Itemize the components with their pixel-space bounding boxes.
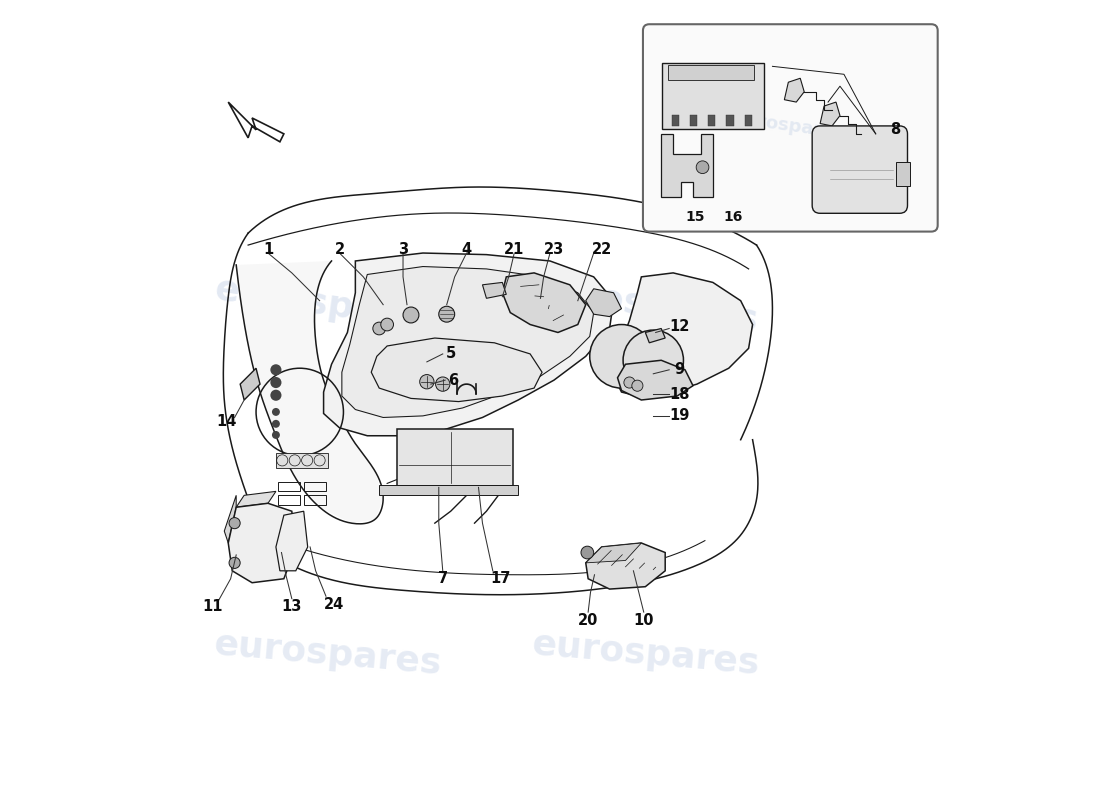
Circle shape (439, 306, 454, 322)
Polygon shape (586, 543, 666, 589)
FancyBboxPatch shape (397, 430, 513, 486)
Text: 9: 9 (674, 362, 684, 378)
Text: eurospares: eurospares (212, 272, 443, 338)
Polygon shape (784, 78, 804, 102)
Bar (277, 495, 300, 505)
Polygon shape (372, 338, 542, 402)
Circle shape (623, 330, 683, 390)
Circle shape (696, 161, 708, 174)
Bar (304, 482, 326, 491)
Text: 21: 21 (504, 242, 525, 257)
Text: 24: 24 (323, 597, 344, 612)
Text: 22: 22 (592, 242, 612, 257)
Circle shape (590, 325, 653, 388)
Text: 12: 12 (669, 318, 690, 334)
Bar (745, 114, 751, 126)
Text: 16: 16 (723, 210, 743, 224)
Polygon shape (224, 495, 236, 543)
Text: eurospares: eurospares (530, 272, 761, 338)
Bar (304, 495, 326, 505)
Polygon shape (617, 360, 693, 400)
Polygon shape (483, 282, 506, 298)
Polygon shape (276, 511, 308, 571)
Bar (895, 162, 910, 186)
Circle shape (229, 558, 240, 569)
Bar (277, 482, 300, 491)
Circle shape (272, 408, 279, 416)
Polygon shape (646, 329, 666, 342)
Polygon shape (586, 289, 622, 317)
Circle shape (436, 377, 450, 391)
Circle shape (631, 380, 642, 391)
Polygon shape (586, 543, 641, 563)
Polygon shape (323, 253, 614, 436)
Text: 13: 13 (282, 599, 303, 614)
Polygon shape (229, 503, 296, 582)
Polygon shape (342, 266, 594, 418)
Bar (671, 114, 679, 126)
Polygon shape (661, 134, 713, 198)
Bar (276, 454, 328, 467)
Text: 11: 11 (202, 599, 222, 614)
Text: 6: 6 (448, 373, 458, 388)
Circle shape (272, 420, 279, 428)
Circle shape (403, 307, 419, 323)
FancyBboxPatch shape (668, 65, 755, 80)
Text: 10: 10 (634, 613, 654, 627)
Text: 4: 4 (462, 242, 472, 257)
Text: 19: 19 (669, 408, 690, 423)
Bar (690, 114, 697, 126)
Circle shape (271, 390, 282, 401)
Text: 17: 17 (491, 571, 510, 586)
Text: 15: 15 (685, 210, 705, 224)
Circle shape (420, 374, 434, 389)
FancyBboxPatch shape (642, 24, 937, 231)
Text: 7: 7 (438, 571, 448, 586)
Polygon shape (821, 102, 840, 126)
Circle shape (373, 322, 386, 335)
Text: 20: 20 (578, 613, 598, 627)
Polygon shape (229, 102, 284, 142)
Bar (708, 114, 715, 126)
Text: 5: 5 (446, 346, 455, 362)
Polygon shape (236, 261, 383, 523)
Polygon shape (503, 273, 586, 333)
Text: eurospares: eurospares (530, 627, 760, 681)
Circle shape (229, 518, 240, 529)
Polygon shape (240, 368, 260, 400)
Text: eurospares: eurospares (730, 109, 846, 142)
Circle shape (581, 546, 594, 559)
Bar (379, 485, 518, 495)
Text: 2: 2 (334, 242, 344, 257)
Bar (726, 114, 734, 126)
Circle shape (271, 364, 282, 375)
Text: eurospares: eurospares (212, 627, 443, 681)
Polygon shape (236, 491, 276, 507)
Circle shape (272, 431, 279, 439)
Text: 8: 8 (891, 122, 901, 138)
Circle shape (271, 377, 282, 388)
Polygon shape (614, 273, 752, 396)
Circle shape (624, 377, 635, 388)
FancyBboxPatch shape (662, 63, 763, 129)
Text: 23: 23 (543, 242, 564, 257)
Text: 14: 14 (217, 414, 236, 429)
Text: 1: 1 (263, 242, 273, 257)
Circle shape (381, 318, 394, 331)
FancyBboxPatch shape (812, 126, 907, 214)
Text: 3: 3 (398, 242, 408, 257)
Text: 18: 18 (669, 387, 690, 402)
